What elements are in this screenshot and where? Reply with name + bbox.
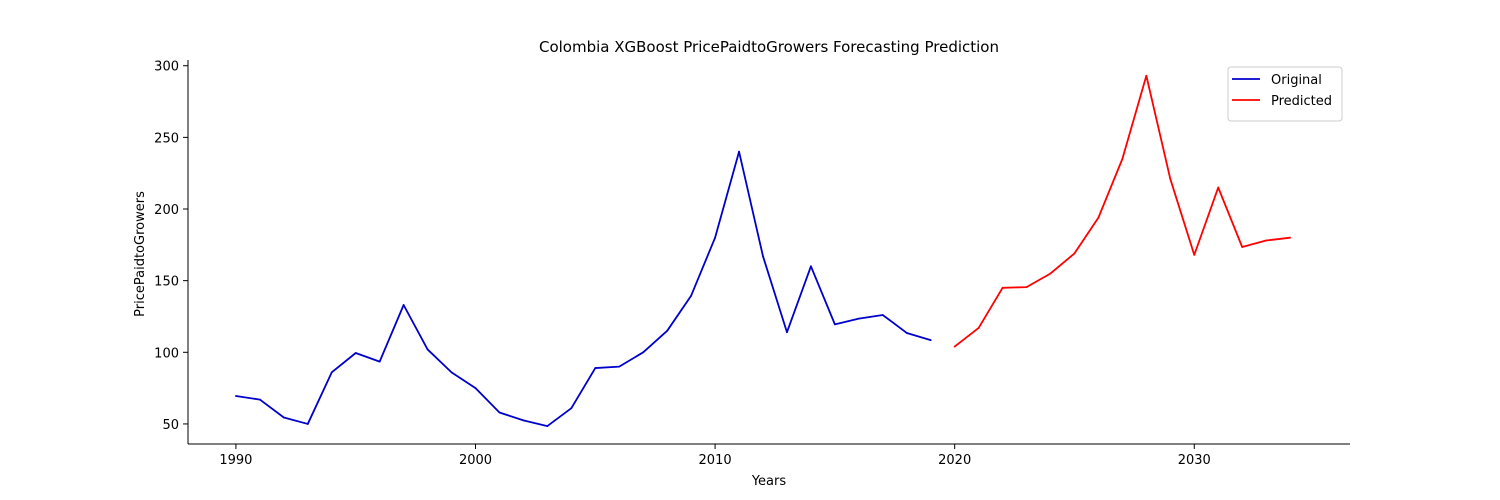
data-point-predicted xyxy=(1241,246,1244,248)
data-point-original xyxy=(354,352,357,354)
x-tick-label: 2020 xyxy=(938,453,971,468)
data-point-original xyxy=(857,317,860,320)
data-point-original xyxy=(786,331,788,334)
data-point-predicted xyxy=(1265,239,1268,242)
data-point-predicted xyxy=(1121,157,1124,160)
legend-label: Original xyxy=(1271,73,1322,88)
data-point-original xyxy=(235,395,237,397)
data-point-original xyxy=(426,348,429,351)
legend-label: Predicted xyxy=(1271,94,1332,109)
data-point-original xyxy=(810,265,812,268)
data-point-original xyxy=(594,367,597,369)
data-point-original xyxy=(546,425,549,427)
y-tick-label: 100 xyxy=(154,346,179,361)
x-tick-label: 1990 xyxy=(219,453,252,468)
data-point-original xyxy=(738,150,740,153)
y-tick-label: 250 xyxy=(154,131,179,146)
data-point-original xyxy=(666,329,669,332)
data-point-predicted xyxy=(1073,252,1076,255)
series-layer xyxy=(235,74,1292,427)
data-point-original xyxy=(929,339,932,342)
data-point-original xyxy=(498,411,501,414)
x-tick-label: 2010 xyxy=(699,453,732,468)
data-point-original xyxy=(258,398,261,401)
data-point-original xyxy=(714,236,716,239)
data-point-original xyxy=(282,416,285,419)
legend-box xyxy=(1227,66,1343,122)
y-tick-label: 50 xyxy=(162,418,179,433)
x-axis-title: Years xyxy=(751,474,787,489)
data-point-original xyxy=(306,423,309,425)
data-point-original xyxy=(905,332,908,334)
data-point-predicted xyxy=(1001,286,1004,289)
data-point-original xyxy=(618,365,621,368)
data-point-original xyxy=(522,419,525,422)
data-point-predicted xyxy=(1145,74,1148,77)
x-tick-label: 2000 xyxy=(459,453,492,468)
data-point-predicted xyxy=(1025,286,1028,289)
data-point-predicted xyxy=(1193,253,1196,256)
data-point-original xyxy=(474,387,477,390)
data-point-predicted xyxy=(1097,216,1100,219)
data-point-original xyxy=(762,255,764,258)
data-point-predicted xyxy=(1049,272,1052,275)
data-point-original xyxy=(833,323,836,326)
data-point-predicted xyxy=(1217,186,1220,189)
x-tick-label: 2030 xyxy=(1178,453,1211,468)
data-point-predicted xyxy=(1169,178,1172,180)
series-line-original xyxy=(235,150,931,427)
y-tick-label: 300 xyxy=(154,60,179,75)
data-point-predicted xyxy=(953,345,956,348)
data-point-original xyxy=(450,371,453,374)
data-point-original xyxy=(378,360,381,363)
data-point-predicted xyxy=(977,327,980,329)
y-axis-title: PricePaidtoGrowers xyxy=(133,191,148,317)
legend: Original Predicted xyxy=(1227,66,1343,122)
data-point-original xyxy=(570,407,573,410)
data-point-original xyxy=(690,294,693,297)
data-point-original xyxy=(402,304,405,306)
y-tick-label: 150 xyxy=(154,275,179,290)
data-point-original xyxy=(330,371,333,374)
data-point-original xyxy=(881,314,884,316)
axes: 1990 2000 2010 2020 2030 50 100 150 200 250 300 xyxy=(154,60,1350,468)
y-tick-label: 200 xyxy=(154,203,179,218)
data-point-predicted xyxy=(1289,236,1292,239)
data-point-original xyxy=(642,351,645,354)
chart-title: Colombia XGBoost PricePaidtoGrowers Fore… xyxy=(539,38,999,56)
